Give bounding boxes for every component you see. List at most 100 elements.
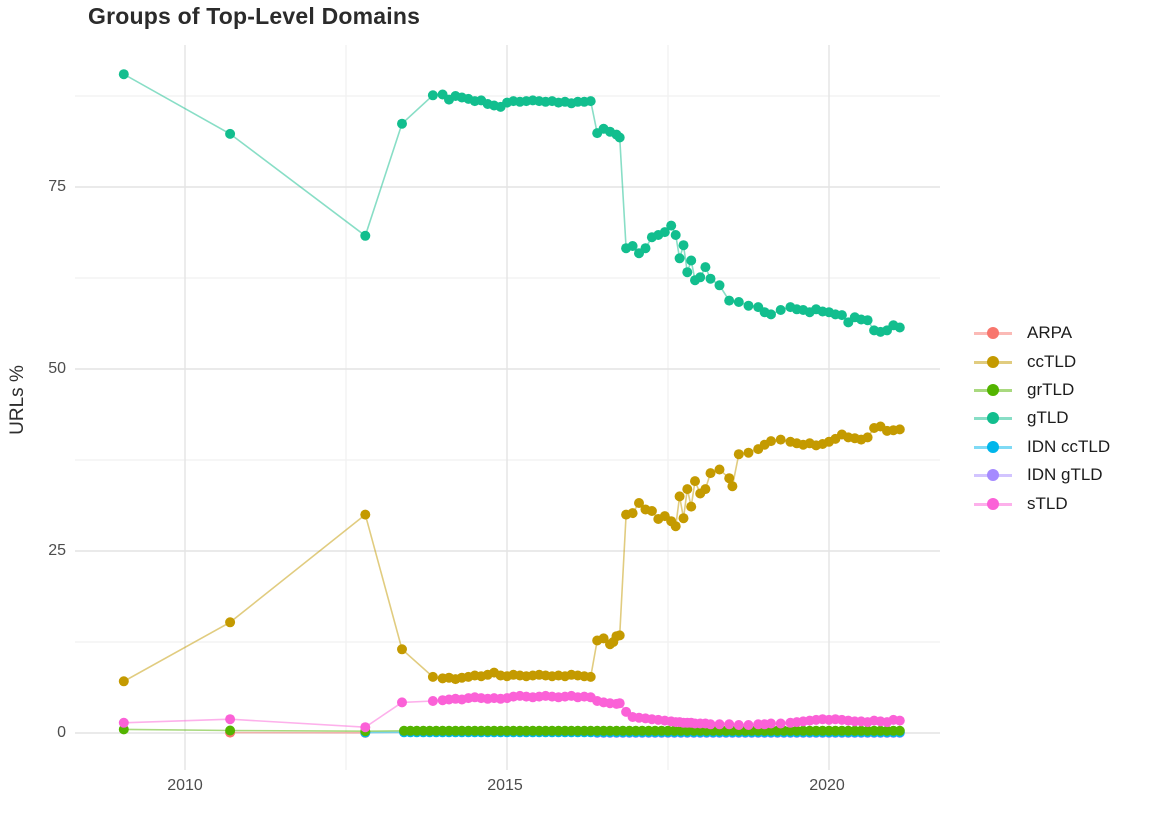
series-stld-point [118,717,129,728]
legend-label: gTLD [1027,408,1069,428]
series-gtld-point [585,96,596,107]
legend-label: sTLD [1027,493,1068,513]
series-gtld-point [766,309,776,320]
series-stld-point [714,719,725,730]
series-cctld-point [614,630,625,641]
legend-item-idn-gtld: IDN gTLD [974,461,1110,489]
series-cctld-point [724,473,735,484]
x-tick-label-2015: 2015 [487,777,523,794]
series-gtld-point [862,315,873,326]
series-gtld-point [695,272,706,283]
series-gtld-point [427,90,438,101]
y-tick-label-50: 50 [48,360,66,377]
series-stld-point [360,722,371,733]
series-cctld-point [727,481,738,492]
legend-label: ccTLD [1027,351,1077,371]
series-cctld-point [397,644,407,655]
series-stld-point [397,697,407,708]
legend-item-arpa: ARPA [974,319,1110,347]
legend-key-icon [974,440,1012,454]
legend-key-icon [974,411,1012,425]
series-cctld-point [682,484,693,495]
series-cctld-point [678,513,689,524]
series-cctld-point [862,432,873,443]
series-stld-point [225,714,236,725]
legend-key-icon [974,326,1012,340]
series-stld-point [733,720,744,730]
series-cctld-point [634,498,644,508]
legend-label: ARPA [1027,323,1073,343]
series-cctld-point [690,476,700,487]
series-gtld-point [733,297,744,307]
legend-label: IDN gTLD [1027,465,1103,485]
series-gtld-point [225,128,236,139]
series-gtld-point [360,230,371,241]
series-grtld-point [225,725,236,736]
y-tick-label-75: 75 [48,178,66,195]
chart-title: Groups of Top-Level Domains [88,3,421,29]
series-cctld-point [598,633,609,644]
legend: ARPA ccTLD grTLD gTLD IDN ccTLD IDN gTLD… [974,319,1110,518]
series-gtld-point [724,295,735,306]
series-cctld-point [705,468,716,479]
legend-key-icon [974,468,1012,482]
series-cctld-point [700,484,711,495]
series-cctld-point [743,447,754,458]
legend-item-idn-cctld: IDN ccTLD [974,433,1110,461]
series-cctld-point [733,449,744,460]
legend-key-icon [974,383,1012,397]
series-cctld-point [670,521,681,532]
series-gtld-point [836,310,847,321]
series-cctld-point [714,464,725,475]
series-stld-point [766,718,776,729]
series-gtld-point [682,267,693,278]
y-tick-label-0: 0 [57,724,66,741]
series-gtld-point [674,253,685,264]
series-gtld-point [705,273,716,284]
legend-key-icon [974,497,1012,511]
series-cctld-point [585,671,596,682]
legend-key-icon [974,355,1012,369]
series-grtld-point [894,725,905,736]
series-gtld-point [894,322,905,333]
series-gtld-point [775,305,786,315]
legend-item-cctld: ccTLD [974,347,1110,375]
legend-item-grtld: grTLD [974,376,1110,404]
series-gtld-line [123,73,901,333]
series-gtld-point [700,262,711,273]
series-gtld-point [118,69,129,80]
x-tick-label-2010: 2010 [167,777,203,794]
series-cctld-point [686,501,697,512]
series-gtld-point [614,132,625,143]
series-cctld-point [627,508,638,519]
series-gtld-point [670,230,681,240]
series-cctld-point [360,509,371,520]
series-cctld-line [123,425,900,682]
series-gtld-point [640,243,651,254]
series-cctld-point [118,676,129,687]
series-stld-point [894,715,905,726]
series-stld-point [705,719,716,730]
x-tick-label-2020: 2020 [809,777,845,794]
legend-label: IDN ccTLD [1027,436,1111,456]
series-stld-point [775,718,786,729]
series-gtld-point [627,241,638,251]
series-cctld-point [674,491,685,502]
series-stld-point [427,696,438,706]
legend-item-stld: sTLD [974,489,1110,517]
series-stld-point [743,720,754,730]
y-tick-label-25: 25 [48,542,66,559]
series-cctld-point [646,506,657,516]
series-cctld-point [894,424,905,435]
legend-item-gtld: gTLD [974,404,1110,432]
series-gtld-point [678,240,689,251]
series-gtld-point [714,280,725,291]
series-gtld-point [686,255,697,266]
series-cctld-point [427,671,438,682]
series-gtld-point [743,300,754,311]
legend-label: grTLD [1027,379,1075,399]
series-cctld-point [775,434,786,445]
series-gtld-point [666,220,677,231]
series-gtld-point [397,118,407,129]
